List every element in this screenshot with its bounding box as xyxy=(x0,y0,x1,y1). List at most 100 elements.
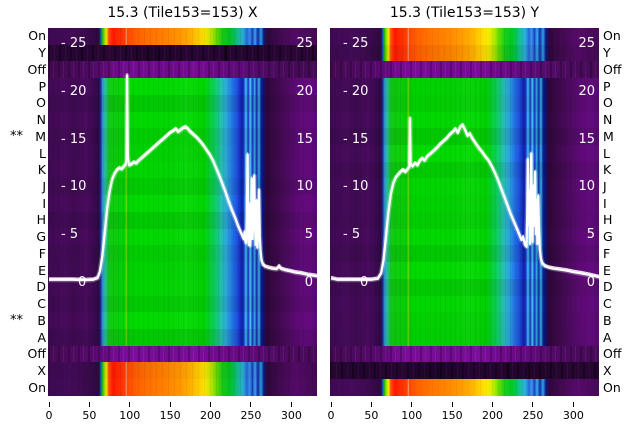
heatmap-row xyxy=(330,278,599,296)
row-label-right: G xyxy=(603,229,613,245)
row-label-right: K xyxy=(603,162,612,178)
x-tick-label: 300 xyxy=(280,409,302,422)
row-label-right: N xyxy=(603,112,613,127)
row-label-right: Off xyxy=(603,61,622,77)
y-tick-label-inner-left: - 25 xyxy=(61,36,87,52)
y-tick-label-inner-right: 20 xyxy=(296,83,313,99)
heatmap-row xyxy=(330,145,599,162)
heatmap-row xyxy=(48,61,317,79)
heatmap-row xyxy=(48,178,317,196)
y-tick-label-inner-right: 5 xyxy=(304,227,313,243)
row-label-right: I xyxy=(603,195,607,211)
heatmap-row xyxy=(330,345,599,363)
heatmap-row xyxy=(330,228,599,246)
row-label-right: On xyxy=(603,379,621,395)
row-label-left: D xyxy=(36,279,46,295)
y-tick-label-inner-left: - 5 xyxy=(61,227,79,243)
heatmap-panel-y: - 25 25 - 20 20 - 15 15 - 10 10 - 5 5 0 0 xyxy=(330,28,599,396)
row-label-right: Y xyxy=(603,45,611,61)
row-label-left: M xyxy=(35,128,46,144)
heatmap-row xyxy=(48,312,317,329)
y-tick-label-inner-left: - 25 xyxy=(343,36,369,52)
x-tick-mark xyxy=(129,402,131,407)
x-tick-mark xyxy=(169,402,171,407)
heatmap-row xyxy=(330,245,599,263)
heatmap-row xyxy=(48,195,317,212)
row-label-left: On xyxy=(28,379,46,395)
row-label-right: O xyxy=(603,95,613,111)
heatmap-row xyxy=(48,228,317,246)
row-label-right: X xyxy=(603,362,612,378)
heatmap-row xyxy=(330,161,599,179)
heatmap-row xyxy=(48,328,317,346)
row-label-left: Y xyxy=(38,45,46,61)
row-label-left: H xyxy=(36,212,46,228)
heatmap-row xyxy=(330,128,599,146)
x-axis-left-panel: 0 50 100 150 200 250 300 xyxy=(46,396,317,430)
heatmap-row xyxy=(48,362,317,380)
x-tick-mark xyxy=(88,402,90,407)
y-tick-label-inner-left: - 20 xyxy=(343,83,369,99)
heatmap-row xyxy=(330,195,599,212)
y-tick-label-inner-left: - 15 xyxy=(343,131,369,147)
x-tick-label: 250 xyxy=(522,409,544,422)
y-tick-label-inner-left: - 20 xyxy=(61,83,87,99)
heatmap-row xyxy=(330,312,599,329)
starred-row-marker: ** xyxy=(10,312,23,328)
heatmap-row xyxy=(48,245,317,263)
row-label-left: E xyxy=(38,262,46,278)
x-tick-label: 150 xyxy=(159,409,181,422)
row-label-left: Off xyxy=(27,346,46,362)
heatmap-panel-x: - 25 25 - 20 20 - 15 15 - 10 10 - 5 5 0 0 xyxy=(48,28,317,396)
y-tick-label-inner-right: 0 xyxy=(586,275,595,290)
row-label-right: D xyxy=(603,279,613,295)
x-tick-mark xyxy=(210,402,212,407)
x-tick-mark xyxy=(48,402,50,407)
row-label-left: A xyxy=(37,329,46,345)
heatmap-row xyxy=(48,161,317,179)
y-tick-label-inner-left: - 10 xyxy=(343,179,369,195)
heatmap-row xyxy=(48,78,317,95)
heatmap-row xyxy=(330,362,599,380)
heatmap-row xyxy=(330,61,599,79)
x-tick-label: 50 xyxy=(82,409,97,422)
heatmap-row xyxy=(48,295,317,313)
x-tick-label: 100 xyxy=(401,409,423,422)
row-label-left: P xyxy=(38,78,46,94)
heatmap-row xyxy=(48,211,317,229)
row-label-left: N xyxy=(36,112,46,127)
heatmap-row xyxy=(330,211,599,229)
y-tick-label-inner-right: 25 xyxy=(578,36,595,52)
x-tick-mark xyxy=(532,402,534,407)
heatmap-row xyxy=(330,44,599,62)
row-label-right: J xyxy=(603,178,607,194)
heatmap-row xyxy=(48,44,317,62)
x-tick-mark xyxy=(492,402,494,407)
y-tick-label-inner-right: 25 xyxy=(296,36,313,52)
x-tick-mark xyxy=(572,402,574,407)
row-label-left: O xyxy=(36,95,46,111)
y-tick-label-inner-right: 20 xyxy=(578,83,595,99)
row-label-left: On xyxy=(28,28,46,44)
row-label-right: B xyxy=(603,312,612,328)
row-label-left: B xyxy=(37,312,46,328)
row-label-right: L xyxy=(603,145,610,161)
row-label-left: K xyxy=(37,162,46,178)
x-tick-mark xyxy=(330,402,332,407)
y-tick-label-inner-right: 15 xyxy=(578,131,595,147)
heatmap-row xyxy=(48,128,317,146)
heatmap-row xyxy=(48,278,317,296)
row-label-left: X xyxy=(37,362,46,378)
row-label-right: C xyxy=(603,296,612,311)
row-label-right: M xyxy=(603,128,614,144)
x-tick-mark xyxy=(290,402,292,407)
heatmap-row xyxy=(330,379,599,396)
x-tick-label: 0 xyxy=(45,409,53,422)
starred-row-marker: ** xyxy=(10,128,23,144)
row-label-right: H xyxy=(603,212,613,228)
x-tick-label: 0 xyxy=(327,409,335,422)
heatmap-row xyxy=(330,328,599,346)
y-tick-label-inner-right: 10 xyxy=(296,179,313,195)
row-label-left: C xyxy=(37,296,46,311)
row-label-right: F xyxy=(603,245,611,261)
